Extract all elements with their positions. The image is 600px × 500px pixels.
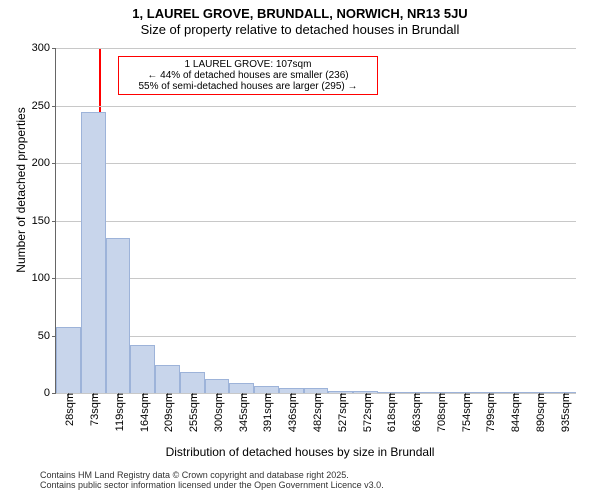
- plot-area: 1 LAUREL GROVE: 107sqm← 44% of detached …: [55, 48, 576, 394]
- x-tick-label: 255sqm: [184, 393, 200, 432]
- x-tick-label: 164sqm: [135, 393, 151, 432]
- histogram-bar: [205, 379, 230, 393]
- chart-container: { "chart": { "type": "histogram", "title…: [0, 0, 600, 500]
- x-tick-label: 391sqm: [258, 393, 274, 432]
- attribution-line1: Contains HM Land Registry data © Crown c…: [40, 470, 384, 480]
- histogram-bar: [106, 238, 131, 393]
- gridline: [56, 278, 576, 279]
- gridline: [56, 163, 576, 164]
- x-tick-label: 482sqm: [308, 393, 324, 432]
- y-tick-label: 150: [32, 215, 56, 227]
- gridline: [56, 106, 576, 107]
- x-tick-label: 572sqm: [358, 393, 374, 432]
- attribution-line2: Contains public sector information licen…: [40, 480, 384, 490]
- attribution-text: Contains HM Land Registry data © Crown c…: [40, 470, 384, 490]
- x-tick-label: 119sqm: [110, 393, 126, 431]
- x-tick-label: 436sqm: [283, 393, 299, 432]
- annotation-line: 1 LAUREL GROVE: 107sqm: [121, 59, 375, 70]
- histogram-bar: [130, 345, 155, 393]
- x-tick-label: 28sqm: [60, 393, 76, 426]
- x-tick-label: 708sqm: [432, 393, 448, 432]
- x-tick-label: 890sqm: [531, 393, 547, 432]
- histogram-bar: [81, 112, 106, 393]
- x-tick-label: 73sqm: [85, 393, 101, 426]
- histogram-bar: [56, 327, 81, 393]
- annotation-line: 55% of semi-detached houses are larger (…: [121, 81, 375, 92]
- gridline: [56, 48, 576, 49]
- x-tick-label: 754sqm: [457, 393, 473, 432]
- x-tick-label: 663sqm: [407, 393, 423, 432]
- gridline: [56, 221, 576, 222]
- annotation-line: ← 44% of detached houses are smaller (23…: [121, 70, 375, 81]
- x-tick-label: 527sqm: [333, 393, 349, 432]
- histogram-bar: [180, 372, 205, 393]
- x-tick-label: 209sqm: [159, 393, 175, 432]
- chart-title-line1: 1, LAUREL GROVE, BRUNDALL, NORWICH, NR13…: [0, 6, 600, 21]
- y-tick-label: 300: [32, 42, 56, 54]
- x-tick-label: 799sqm: [481, 393, 497, 432]
- histogram-bar: [254, 386, 279, 393]
- x-tick-label: 844sqm: [506, 393, 522, 432]
- y-tick-label: 100: [32, 272, 56, 284]
- x-tick-label: 300sqm: [209, 393, 225, 432]
- x-axis-label: Distribution of detached houses by size …: [0, 445, 600, 459]
- chart-title-line2: Size of property relative to detached ho…: [0, 22, 600, 37]
- x-tick-label: 618sqm: [382, 393, 398, 432]
- y-tick-label: 50: [38, 330, 56, 342]
- annotation-box: 1 LAUREL GROVE: 107sqm← 44% of detached …: [118, 56, 378, 95]
- y-axis-label: Number of detached properties: [14, 50, 28, 330]
- y-tick-label: 250: [32, 100, 56, 112]
- histogram-bar: [155, 365, 180, 393]
- x-tick-label: 935sqm: [556, 393, 572, 432]
- gridline: [56, 336, 576, 337]
- histogram-bar: [229, 383, 254, 393]
- y-tick-label: 0: [44, 387, 56, 399]
- x-tick-label: 345sqm: [234, 393, 250, 432]
- y-tick-label: 200: [32, 157, 56, 169]
